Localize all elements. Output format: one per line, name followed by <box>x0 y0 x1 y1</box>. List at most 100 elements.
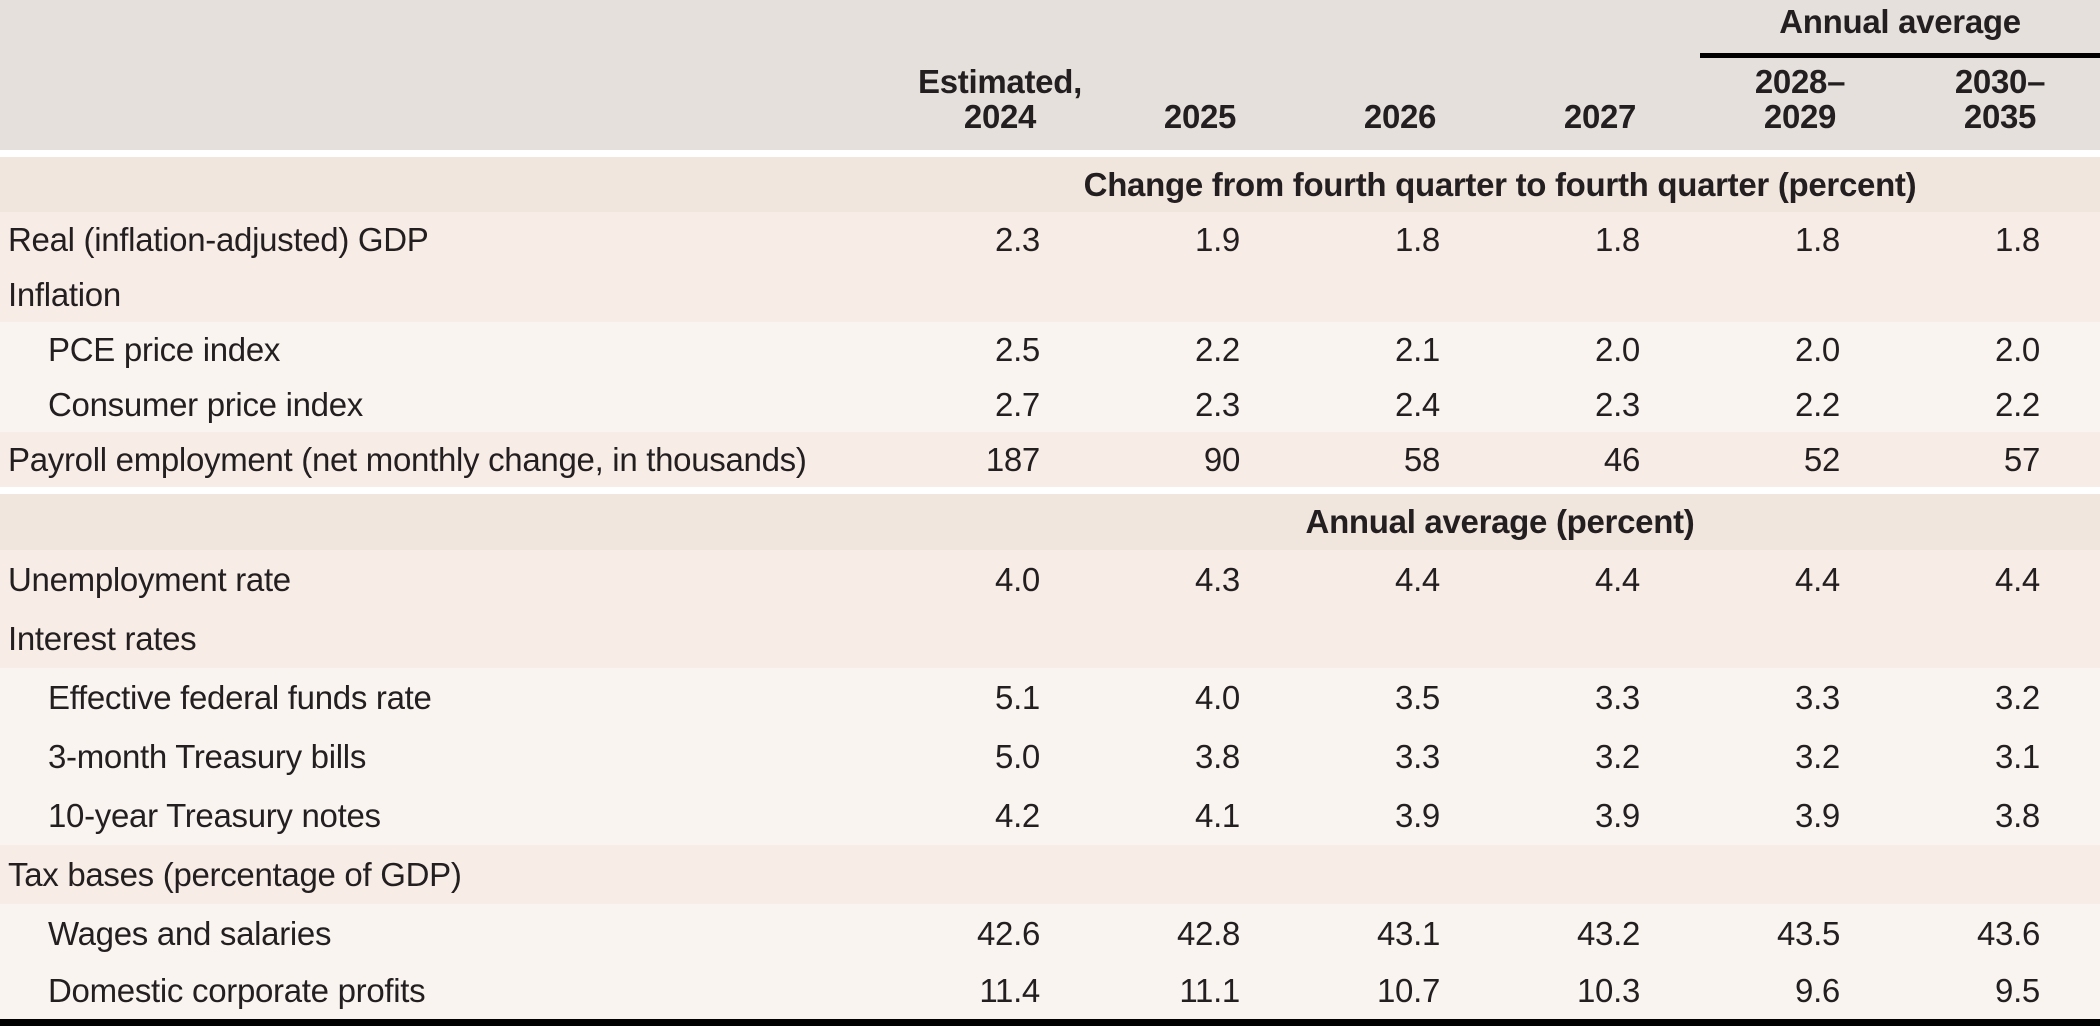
value-cell: 1.8 <box>1900 212 2100 267</box>
value-cell: 3.8 <box>1100 727 1300 786</box>
value-cell: 2.2 <box>1700 377 1900 432</box>
table-row: Unemployment rate 4.0 4.3 4.4 4.4 4.4 4.4 <box>0 550 2100 609</box>
value-cell: 90 <box>1100 432 1300 487</box>
value-cell: 3.9 <box>1300 786 1500 845</box>
value-cell: 5.1 <box>900 668 1100 727</box>
value-cell <box>1700 267 1900 322</box>
table-row: Real (inflation-adjusted) GDP 2.3 1.9 1.8 1.… <box>0 212 2100 267</box>
value-cell: 2.1 <box>1300 322 1500 377</box>
value-cell: 2.2 <box>1900 377 2100 432</box>
value-cell <box>1900 609 2100 668</box>
value-cell <box>900 845 1100 904</box>
value-cell: 4.4 <box>1500 550 1700 609</box>
row-label: 10-year Treasury notes <box>0 786 900 845</box>
row-label: Inflation <box>0 267 900 322</box>
value-cell: 3.2 <box>1900 668 2100 727</box>
year-column-header: 2025 <box>1100 55 1300 150</box>
table-row: Consumer price index 2.7 2.3 2.4 2.3 2.2 2.2 <box>0 377 2100 432</box>
value-cell: 58 <box>1300 432 1500 487</box>
value-cell: 2.5 <box>900 322 1100 377</box>
year-column-header: 2027 <box>1500 55 1700 150</box>
row-label: 3-month Treasury bills <box>0 727 900 786</box>
value-cell <box>1100 267 1300 322</box>
year-column-header: 2026 <box>1300 55 1500 150</box>
spanner-row: Annual average <box>0 0 2100 58</box>
value-cell: 43.6 <box>1900 904 2100 963</box>
value-cell: 2.0 <box>1700 322 1900 377</box>
value-cell: 46 <box>1500 432 1700 487</box>
value-cell: 4.2 <box>900 786 1100 845</box>
value-cell: 1.9 <box>1100 212 1300 267</box>
value-cell: 43.5 <box>1700 904 1900 963</box>
value-cell: 52 <box>1700 432 1900 487</box>
row-label: Unemployment rate <box>0 550 900 609</box>
table-row: Wages and salaries 42.6 42.8 43.1 43.2 43.5 43… <box>0 904 2100 963</box>
row-label: Wages and salaries <box>0 904 900 963</box>
value-cell: 2.4 <box>1300 377 1500 432</box>
value-cell: 2.0 <box>1500 322 1700 377</box>
row-label: Effective federal funds rate <box>0 668 900 727</box>
value-cell: 57 <box>1900 432 2100 487</box>
row-label: Real (inflation-adjusted) GDP <box>0 212 900 267</box>
table-body: Change from fourth quarter to fourth qua… <box>0 150 2100 1022</box>
value-cell: 2.7 <box>900 377 1100 432</box>
section-spacer-cell <box>0 157 900 212</box>
value-cell: 3.5 <box>1300 668 1500 727</box>
gap-row <box>0 150 2100 157</box>
row-label: Domestic corporate profits <box>0 963 900 1022</box>
value-cell: 42.6 <box>900 904 1100 963</box>
value-cell: 2.3 <box>1500 377 1700 432</box>
value-cell <box>1900 267 2100 322</box>
value-cell: 11.4 <box>900 963 1100 1022</box>
value-cell: 4.1 <box>1100 786 1300 845</box>
row-label: Payroll employment (net monthly change, … <box>0 432 900 487</box>
value-cell: 3.2 <box>1700 727 1900 786</box>
value-cell: 9.6 <box>1700 963 1900 1022</box>
value-cell <box>1500 609 1700 668</box>
value-cell: 1.8 <box>1700 212 1900 267</box>
table-row: Interest rates <box>0 609 2100 668</box>
value-cell <box>1700 845 1900 904</box>
value-cell: 5.0 <box>900 727 1100 786</box>
value-cell: 1.8 <box>1300 212 1500 267</box>
empty-header-cell <box>0 0 1700 55</box>
table-row: Effective federal funds rate 5.1 4.0 3.5 3.3… <box>0 668 2100 727</box>
value-cell: 11.1 <box>1100 963 1300 1022</box>
value-cell: 9.5 <box>1900 963 2100 1022</box>
value-cell: 43.1 <box>1300 904 1500 963</box>
value-cell: 3.9 <box>1700 786 1900 845</box>
value-cell <box>1900 845 2100 904</box>
value-cell: 2.2 <box>1100 322 1300 377</box>
value-cell: 4.4 <box>1300 550 1500 609</box>
value-cell <box>1300 845 1500 904</box>
year-header-row: Estimated, 2024 2025 2026 2027 2028– 2029 203… <box>0 55 2100 150</box>
value-cell <box>1300 267 1500 322</box>
value-cell: 4.0 <box>900 550 1100 609</box>
value-cell: 2.0 <box>1900 322 2100 377</box>
value-cell <box>900 609 1100 668</box>
value-cell: 4.3 <box>1100 550 1300 609</box>
table-row: 10-year Treasury notes 4.2 4.1 3.9 3.9 3.9 3.8 <box>0 786 2100 845</box>
value-cell: 4.0 <box>1100 668 1300 727</box>
table-row: 3-month Treasury bills 5.0 3.8 3.3 3.2 3.2 3.1 <box>0 727 2100 786</box>
value-cell: 2.3 <box>900 212 1100 267</box>
value-cell <box>900 267 1100 322</box>
section-header-row: Annual average (percent) <box>0 494 2100 550</box>
value-cell: 43.2 <box>1500 904 1700 963</box>
row-label: Tax bases (percentage of GDP) <box>0 845 900 904</box>
value-cell <box>1300 609 1500 668</box>
value-cell: 3.9 <box>1500 786 1700 845</box>
annual-average-spanner: Annual average <box>1700 0 2100 58</box>
value-cell: 10.3 <box>1500 963 1700 1022</box>
gap-cell <box>0 487 2100 494</box>
value-cell: 42.8 <box>1100 904 1300 963</box>
value-cell: 4.4 <box>1700 550 1900 609</box>
row-label: Interest rates <box>0 609 900 668</box>
value-cell <box>1500 845 1700 904</box>
section-header-row: Change from fourth quarter to fourth qua… <box>0 157 2100 212</box>
value-cell <box>1100 609 1300 668</box>
table-row: PCE price index 2.5 2.2 2.1 2.0 2.0 2.0 <box>0 322 2100 377</box>
section-spacer-cell <box>0 494 900 550</box>
value-cell <box>1500 267 1700 322</box>
